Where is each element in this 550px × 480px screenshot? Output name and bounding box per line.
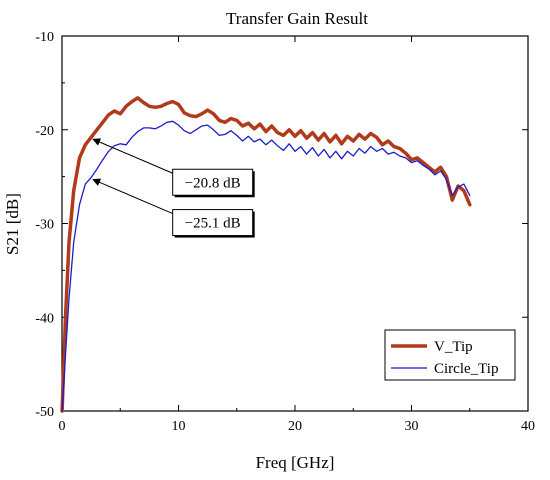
- annotation-box: [172, 209, 254, 237]
- x-tick-label: 40: [521, 419, 535, 434]
- x-axis-label: Freq [GHz]: [256, 453, 335, 472]
- annotation-arrow: [92, 138, 173, 174]
- series-line-v-tip: [60, 96, 472, 413]
- y-axis-label: S21 [dB]: [3, 193, 22, 255]
- y-tick-label: -40: [35, 311, 54, 326]
- annotation-arrow: [92, 178, 173, 215]
- x-tick-label: 10: [172, 419, 186, 434]
- y-tick-label: -50: [35, 405, 54, 420]
- chart-title: Transfer Gain Result: [226, 9, 368, 28]
- x-tick-label: 30: [405, 419, 419, 434]
- series-line-circle-tip: [61, 120, 471, 412]
- y-tick-label: -20: [35, 124, 54, 139]
- annotations: −20.8 dB −25.1 dB: [92, 138, 255, 238]
- legend-label-circle-tip: Circle_Tip: [434, 361, 498, 377]
- legend-box: [384, 329, 516, 381]
- y-tick-label: -10: [35, 30, 54, 45]
- x-tick-label: 0: [59, 419, 66, 434]
- annotation-box: [172, 168, 254, 196]
- annotation-label: −25.1 dB: [185, 216, 241, 232]
- axis-ticks: 0 10 20 30 40 -50 -40 -30 -20 -10: [35, 30, 535, 434]
- annotation-label: −20.8 dB: [185, 175, 241, 191]
- series-lines: [60, 96, 472, 413]
- legend-label-v-tip: V_Tip: [434, 339, 473, 355]
- y-tick-label: -30: [35, 218, 54, 233]
- x-tick-label: 20: [288, 419, 302, 434]
- legend: V_Tip Circle_Tip: [384, 329, 516, 381]
